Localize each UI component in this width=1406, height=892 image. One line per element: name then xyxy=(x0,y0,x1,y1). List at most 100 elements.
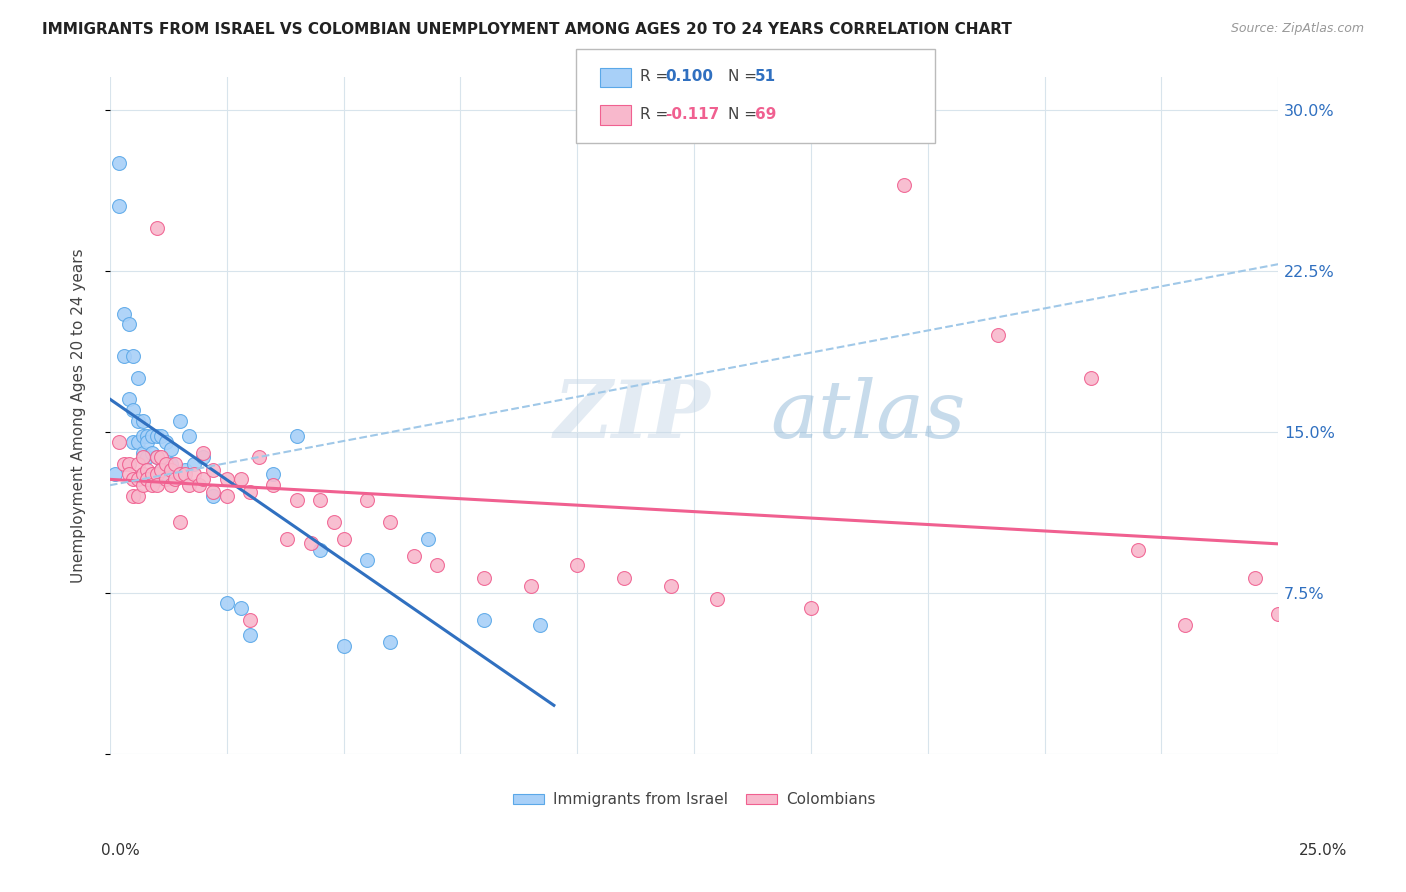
Text: -0.117: -0.117 xyxy=(665,107,720,121)
Point xyxy=(262,467,284,482)
Point xyxy=(193,446,215,460)
Point xyxy=(1174,617,1197,632)
Point xyxy=(309,542,332,557)
Point xyxy=(117,392,139,407)
Point xyxy=(179,478,201,492)
Point xyxy=(141,429,163,443)
Point xyxy=(159,478,181,492)
Point xyxy=(145,472,167,486)
Point xyxy=(800,600,823,615)
Point xyxy=(173,463,195,477)
Point xyxy=(108,199,131,213)
Point xyxy=(136,429,159,443)
Point xyxy=(173,467,195,482)
Point xyxy=(127,472,149,486)
Point xyxy=(122,472,145,486)
Point xyxy=(141,467,163,482)
Point xyxy=(169,515,191,529)
Point xyxy=(179,429,201,443)
Point xyxy=(136,463,159,477)
Point xyxy=(229,472,252,486)
Point xyxy=(201,463,224,477)
Point xyxy=(131,450,153,465)
Point xyxy=(145,450,167,465)
Point xyxy=(987,328,1010,343)
Point xyxy=(893,178,915,192)
Point xyxy=(141,478,163,492)
Point xyxy=(169,414,191,428)
Point xyxy=(159,442,181,456)
Point xyxy=(659,579,682,593)
Text: 25.0%: 25.0% xyxy=(1299,843,1347,858)
Point xyxy=(215,472,238,486)
Point xyxy=(136,450,159,465)
Point xyxy=(239,628,262,642)
Point xyxy=(169,467,191,482)
Point xyxy=(155,472,177,486)
Point xyxy=(356,553,378,567)
Text: N =: N = xyxy=(728,107,762,121)
Point xyxy=(122,435,145,450)
Point xyxy=(1267,607,1289,621)
Point xyxy=(215,596,238,610)
Point xyxy=(159,457,181,471)
Point xyxy=(183,457,205,471)
Point xyxy=(1126,542,1149,557)
Point xyxy=(402,549,425,563)
Point xyxy=(112,306,135,320)
Point xyxy=(127,489,149,503)
Point xyxy=(193,472,215,486)
Point xyxy=(108,156,131,170)
Point xyxy=(201,489,224,503)
Point xyxy=(249,450,271,465)
Point xyxy=(187,478,209,492)
Point xyxy=(215,489,238,503)
Point xyxy=(127,435,149,450)
Text: N =: N = xyxy=(728,70,762,84)
Point xyxy=(108,435,131,450)
Text: 69: 69 xyxy=(755,107,776,121)
Point xyxy=(567,558,589,572)
Text: 51: 51 xyxy=(755,70,776,84)
Point xyxy=(122,489,145,503)
Point xyxy=(150,463,173,477)
Point xyxy=(145,450,167,465)
Point xyxy=(309,493,332,508)
Point xyxy=(155,467,177,482)
Point xyxy=(117,318,139,332)
Point xyxy=(472,614,495,628)
Point xyxy=(141,467,163,482)
Point xyxy=(145,220,167,235)
Point xyxy=(136,472,159,486)
Point xyxy=(706,592,728,607)
Point xyxy=(285,429,308,443)
Point xyxy=(262,478,284,492)
Point xyxy=(112,457,135,471)
Point xyxy=(276,532,298,546)
Point xyxy=(145,478,167,492)
Point xyxy=(1080,371,1102,385)
Point xyxy=(229,600,252,615)
Point xyxy=(193,450,215,465)
Point xyxy=(122,403,145,417)
Point xyxy=(122,350,145,364)
Point xyxy=(323,515,346,529)
Point xyxy=(239,614,262,628)
Point xyxy=(155,435,177,450)
Point xyxy=(183,467,205,482)
Point xyxy=(285,493,308,508)
Point xyxy=(165,457,187,471)
Y-axis label: Unemployment Among Ages 20 to 24 years: Unemployment Among Ages 20 to 24 years xyxy=(72,248,86,582)
Point xyxy=(426,558,449,572)
Point xyxy=(136,435,159,450)
Text: IMMIGRANTS FROM ISRAEL VS COLOMBIAN UNEMPLOYMENT AMONG AGES 20 TO 24 YEARS CORRE: IMMIGRANTS FROM ISRAEL VS COLOMBIAN UNEM… xyxy=(42,22,1012,37)
Point xyxy=(472,570,495,584)
Point xyxy=(155,457,177,471)
Point xyxy=(299,536,322,550)
Point xyxy=(380,635,402,649)
Point xyxy=(131,414,153,428)
Text: 0.0%: 0.0% xyxy=(101,843,141,858)
Text: atlas: atlas xyxy=(770,376,966,454)
Point xyxy=(356,493,378,508)
Point xyxy=(127,371,149,385)
